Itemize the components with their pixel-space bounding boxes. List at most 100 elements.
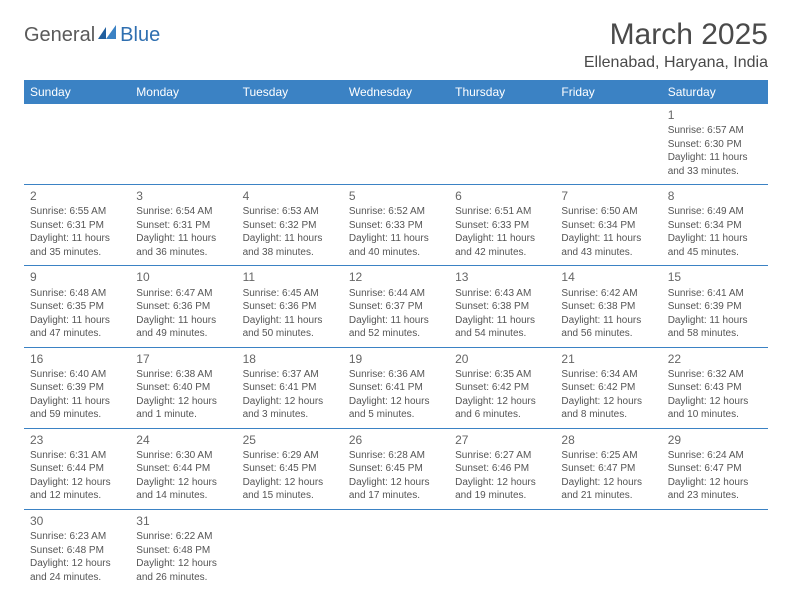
sunset-text: Sunset: 6:34 PM bbox=[668, 219, 762, 233]
sunset-text: Sunset: 6:41 PM bbox=[349, 381, 443, 395]
calendar-body: 1Sunrise: 6:57 AMSunset: 6:30 PMDaylight… bbox=[24, 104, 768, 590]
sunset-text: Sunset: 6:37 PM bbox=[349, 300, 443, 314]
sunset-text: Sunset: 6:47 PM bbox=[668, 462, 762, 476]
sunset-text: Sunset: 6:40 PM bbox=[136, 381, 230, 395]
calendar-cell: 4Sunrise: 6:53 AMSunset: 6:32 PMDaylight… bbox=[237, 185, 343, 266]
day-number: 13 bbox=[455, 269, 549, 285]
sunset-text: Sunset: 6:47 PM bbox=[561, 462, 655, 476]
calendar-cell bbox=[237, 509, 343, 590]
calendar-cell bbox=[555, 509, 661, 590]
sunrise-text: Sunrise: 6:31 AM bbox=[30, 449, 124, 463]
calendar-cell: 10Sunrise: 6:47 AMSunset: 6:36 PMDayligh… bbox=[130, 266, 236, 347]
day-number: 10 bbox=[136, 269, 230, 285]
calendar-cell bbox=[662, 509, 768, 590]
calendar-cell bbox=[555, 104, 661, 185]
sunset-text: Sunset: 6:45 PM bbox=[243, 462, 337, 476]
sunrise-text: Sunrise: 6:48 AM bbox=[30, 287, 124, 301]
daylight-text: Daylight: 12 hours and 23 minutes. bbox=[668, 476, 762, 503]
sunset-text: Sunset: 6:44 PM bbox=[30, 462, 124, 476]
day-number: 31 bbox=[136, 513, 230, 529]
calendar-cell: 23Sunrise: 6:31 AMSunset: 6:44 PMDayligh… bbox=[24, 428, 130, 509]
calendar-cell: 16Sunrise: 6:40 AMSunset: 6:39 PMDayligh… bbox=[24, 347, 130, 428]
sunrise-text: Sunrise: 6:29 AM bbox=[243, 449, 337, 463]
sunrise-text: Sunrise: 6:53 AM bbox=[243, 205, 337, 219]
daylight-text: Daylight: 11 hours and 33 minutes. bbox=[668, 151, 762, 178]
sunset-text: Sunset: 6:33 PM bbox=[455, 219, 549, 233]
calendar-cell: 24Sunrise: 6:30 AMSunset: 6:44 PMDayligh… bbox=[130, 428, 236, 509]
day-number: 9 bbox=[30, 269, 124, 285]
day-number: 14 bbox=[561, 269, 655, 285]
sunrise-text: Sunrise: 6:35 AM bbox=[455, 368, 549, 382]
daylight-text: Daylight: 12 hours and 24 minutes. bbox=[30, 557, 124, 584]
sunrise-text: Sunrise: 6:37 AM bbox=[243, 368, 337, 382]
sunset-text: Sunset: 6:39 PM bbox=[668, 300, 762, 314]
sunrise-text: Sunrise: 6:49 AM bbox=[668, 205, 762, 219]
day-number: 23 bbox=[30, 432, 124, 448]
day-number: 1 bbox=[668, 107, 762, 123]
calendar-cell: 8Sunrise: 6:49 AMSunset: 6:34 PMDaylight… bbox=[662, 185, 768, 266]
sunrise-text: Sunrise: 6:24 AM bbox=[668, 449, 762, 463]
sunset-text: Sunset: 6:39 PM bbox=[30, 381, 124, 395]
logo: General Blue bbox=[24, 24, 160, 47]
daylight-text: Daylight: 12 hours and 3 minutes. bbox=[243, 395, 337, 422]
daylight-text: Daylight: 12 hours and 19 minutes. bbox=[455, 476, 549, 503]
calendar-cell: 31Sunrise: 6:22 AMSunset: 6:48 PMDayligh… bbox=[130, 509, 236, 590]
sunrise-text: Sunrise: 6:34 AM bbox=[561, 368, 655, 382]
title-block: March 2025 Ellenabad, Haryana, India bbox=[584, 18, 768, 72]
calendar-cell bbox=[343, 509, 449, 590]
weekday-header: Monday bbox=[130, 80, 236, 104]
sunset-text: Sunset: 6:31 PM bbox=[136, 219, 230, 233]
daylight-text: Daylight: 11 hours and 43 minutes. bbox=[561, 232, 655, 259]
sunset-text: Sunset: 6:42 PM bbox=[561, 381, 655, 395]
calendar-cell bbox=[449, 509, 555, 590]
calendar-cell bbox=[130, 104, 236, 185]
calendar-cell: 13Sunrise: 6:43 AMSunset: 6:38 PMDayligh… bbox=[449, 266, 555, 347]
day-number: 17 bbox=[136, 351, 230, 367]
daylight-text: Daylight: 11 hours and 35 minutes. bbox=[30, 232, 124, 259]
sunset-text: Sunset: 6:35 PM bbox=[30, 300, 124, 314]
weekday-header: Wednesday bbox=[343, 80, 449, 104]
daylight-text: Daylight: 12 hours and 1 minute. bbox=[136, 395, 230, 422]
sunrise-text: Sunrise: 6:23 AM bbox=[30, 530, 124, 544]
logo-text-general: General bbox=[24, 24, 95, 47]
weekday-header: Tuesday bbox=[237, 80, 343, 104]
daylight-text: Daylight: 12 hours and 6 minutes. bbox=[455, 395, 549, 422]
sunrise-text: Sunrise: 6:44 AM bbox=[349, 287, 443, 301]
sunset-text: Sunset: 6:38 PM bbox=[455, 300, 549, 314]
day-number: 29 bbox=[668, 432, 762, 448]
calendar-cell: 3Sunrise: 6:54 AMSunset: 6:31 PMDaylight… bbox=[130, 185, 236, 266]
sunset-text: Sunset: 6:46 PM bbox=[455, 462, 549, 476]
sunrise-text: Sunrise: 6:32 AM bbox=[668, 368, 762, 382]
calendar-week-row: 2Sunrise: 6:55 AMSunset: 6:31 PMDaylight… bbox=[24, 185, 768, 266]
daylight-text: Daylight: 11 hours and 42 minutes. bbox=[455, 232, 549, 259]
day-number: 8 bbox=[668, 188, 762, 204]
sunrise-text: Sunrise: 6:27 AM bbox=[455, 449, 549, 463]
daylight-text: Daylight: 11 hours and 52 minutes. bbox=[349, 314, 443, 341]
sunset-text: Sunset: 6:41 PM bbox=[243, 381, 337, 395]
weekday-header: Sunday bbox=[24, 80, 130, 104]
sunset-text: Sunset: 6:42 PM bbox=[455, 381, 549, 395]
sunrise-text: Sunrise: 6:55 AM bbox=[30, 205, 124, 219]
sunset-text: Sunset: 6:30 PM bbox=[668, 138, 762, 152]
calendar-cell: 29Sunrise: 6:24 AMSunset: 6:47 PMDayligh… bbox=[662, 428, 768, 509]
calendar-cell: 22Sunrise: 6:32 AMSunset: 6:43 PMDayligh… bbox=[662, 347, 768, 428]
calendar-cell bbox=[449, 104, 555, 185]
day-number: 19 bbox=[349, 351, 443, 367]
sunrise-text: Sunrise: 6:50 AM bbox=[561, 205, 655, 219]
sunrise-text: Sunrise: 6:57 AM bbox=[668, 124, 762, 138]
daylight-text: Daylight: 11 hours and 56 minutes. bbox=[561, 314, 655, 341]
sunrise-text: Sunrise: 6:40 AM bbox=[30, 368, 124, 382]
calendar-cell: 5Sunrise: 6:52 AMSunset: 6:33 PMDaylight… bbox=[343, 185, 449, 266]
sunset-text: Sunset: 6:48 PM bbox=[136, 544, 230, 558]
day-number: 20 bbox=[455, 351, 549, 367]
sunset-text: Sunset: 6:31 PM bbox=[30, 219, 124, 233]
sunrise-text: Sunrise: 6:52 AM bbox=[349, 205, 443, 219]
sunset-text: Sunset: 6:38 PM bbox=[561, 300, 655, 314]
logo-text-blue: Blue bbox=[120, 24, 160, 47]
sunrise-text: Sunrise: 6:42 AM bbox=[561, 287, 655, 301]
day-number: 6 bbox=[455, 188, 549, 204]
sunrise-text: Sunrise: 6:28 AM bbox=[349, 449, 443, 463]
day-number: 7 bbox=[561, 188, 655, 204]
calendar-week-row: 30Sunrise: 6:23 AMSunset: 6:48 PMDayligh… bbox=[24, 509, 768, 590]
calendar-cell: 1Sunrise: 6:57 AMSunset: 6:30 PMDaylight… bbox=[662, 104, 768, 185]
